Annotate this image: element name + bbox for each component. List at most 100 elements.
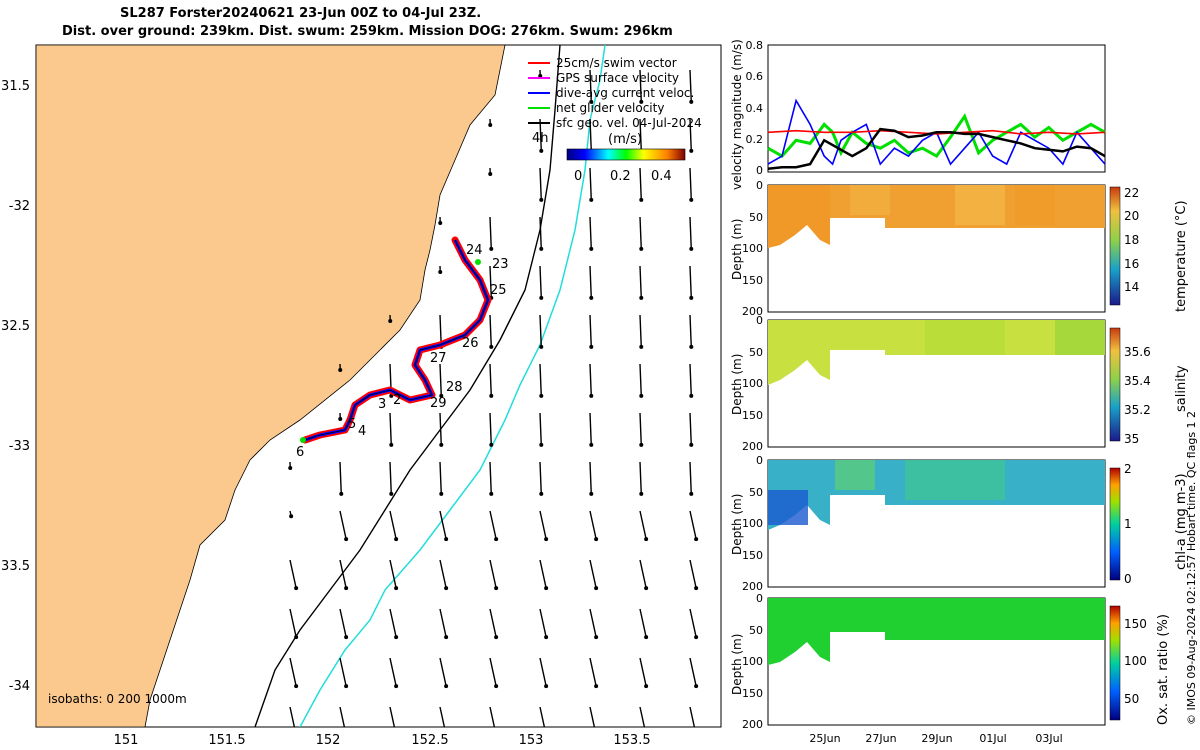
geo-velocity-arrow	[539, 461, 542, 494]
cbar-tick: 100	[1124, 654, 1147, 668]
geo-velocity-arrowhead	[494, 537, 499, 542]
depth-label: Depth (m)	[730, 634, 744, 695]
colorbar-aside: 4h	[532, 131, 549, 146]
geo-velocity-arrowhead	[594, 635, 599, 640]
geo-velocity-arrowhead	[539, 442, 544, 447]
geo-velocity-arrow	[639, 118, 642, 151]
velocity-series	[767, 98, 1106, 171]
cbar-tick: 14	[1124, 280, 1139, 294]
oxygen-panel: 0 50 100 150 200 150 100 50 Depth (m) Ox…	[730, 592, 1171, 731]
geo-velocity-arrow	[389, 706, 396, 727]
geo-velocity-arrow	[439, 608, 447, 638]
geo-velocity-arrow	[339, 461, 342, 494]
geo-velocity-arrow	[289, 657, 297, 687]
cbar-tick: 18	[1124, 233, 1139, 247]
time-tick: 01Jul	[979, 732, 1006, 745]
geo-velocity-arrowhead	[389, 491, 394, 496]
geo-velocity-arrow	[539, 559, 547, 589]
velocity-series-line	[767, 129, 1106, 135]
colorbar-tick: 0.2	[610, 169, 631, 184]
geo-velocity-arrowhead	[344, 684, 349, 689]
legend-label: GPS surface velocity	[556, 71, 679, 85]
geo-velocity-arrow	[639, 559, 647, 589]
geo-velocity-arrowhead	[694, 537, 699, 542]
geo-velocity-arrow	[489, 265, 492, 298]
geo-velocity-arrow	[589, 461, 592, 494]
geo-velocity-arrowhead	[689, 99, 694, 104]
geo-velocity-arrowhead	[689, 442, 694, 447]
depth-tick: 100	[742, 377, 763, 390]
cbar-label: temperature (°C)	[1174, 200, 1189, 312]
sfc-geo-velocity-field	[288, 69, 699, 737]
geo-velocity-arrowhead	[539, 246, 544, 251]
geo-velocity-arrow	[539, 657, 547, 687]
geo-velocity-arrowhead	[538, 73, 543, 78]
geo-velocity-arrowhead	[539, 393, 544, 398]
geo-velocity-arrowhead	[644, 586, 649, 591]
geo-velocity-arrow	[539, 265, 542, 298]
geo-velocity-arrowhead	[344, 635, 349, 640]
cbar-label: Ox. sat. ratio (%)	[1156, 614, 1171, 725]
map-x-axis: 151 151.5 152 152.5 153 153.5	[114, 733, 651, 748]
track-label: 24	[466, 243, 483, 258]
velocity-series-line	[767, 113, 1106, 159]
geo-velocity-arrow	[289, 608, 297, 638]
x-tick-label: 151	[114, 733, 139, 748]
geo-velocity-arrowhead	[594, 537, 599, 542]
geo-velocity-arrow	[639, 363, 642, 396]
depth-tick: 100	[742, 655, 763, 668]
geo-velocity-arrowhead	[639, 393, 644, 398]
geo-velocity-arrow	[489, 216, 492, 249]
geo-velocity-arrow	[439, 559, 447, 589]
geo-velocity-arrowhead	[594, 733, 598, 737]
x-tick-label: 152.5	[411, 733, 448, 748]
map-title-line1: SL287 Forster20240621 23-Jun 00Z to 04-J…	[120, 6, 482, 21]
velocity-series-line	[767, 127, 1106, 171]
track-label: 26	[462, 336, 479, 351]
map-y-axis: 31.5 -32 32.5 -33 33.5 -34	[1, 79, 30, 694]
geo-velocity-arrowhead	[639, 246, 644, 251]
track-label: 23	[492, 257, 509, 272]
geo-velocity-arrow	[439, 461, 442, 494]
geo-velocity-arrow	[589, 706, 596, 727]
geo-velocity-arrow	[539, 412, 542, 445]
geo-velocity-arrowhead	[294, 635, 299, 640]
geo-velocity-arrowhead	[394, 586, 399, 591]
geo-velocity-arrow	[689, 461, 692, 494]
geo-velocity-arrowhead	[689, 197, 694, 202]
geo-velocity-arrowhead	[338, 367, 343, 372]
geo-velocity-arrow	[539, 706, 546, 727]
geo-velocity-arrowhead	[689, 344, 694, 349]
cbar-tick: 2	[1124, 462, 1132, 476]
geo-velocity-arrow	[489, 510, 497, 540]
geo-velocity-arrowhead	[589, 295, 594, 300]
geo-velocity-arrowhead	[589, 344, 594, 349]
cbar-tick: 0	[1124, 572, 1132, 586]
x-tick-label: 151.5	[208, 733, 245, 748]
geo-velocity-arrowhead	[639, 295, 644, 300]
map-figure: 24 23 25 26 27 28 29 2 3 4 5 6 25cm/s sw…	[1, 44, 722, 748]
geo-velocity-arrow	[589, 69, 592, 102]
legend-label: net glider velocity	[556, 101, 664, 115]
geo-velocity-arrowhead	[489, 246, 494, 251]
velocity-series-line	[767, 98, 1106, 166]
vel-y-tick: 0	[756, 164, 763, 177]
colorbar-tick: 0.4	[651, 169, 672, 184]
time-tick: 03Jul	[1035, 732, 1062, 745]
temperature-panel: 0 50 100 150 200 22 20 18 16 14 Depth (m…	[730, 179, 1189, 318]
time-tick: 29Jun	[921, 732, 952, 745]
geo-velocity-arrowhead	[544, 684, 549, 689]
velocity-panel: 0 0.2 0.4 0.6 0.8 velocity magnitude (m/…	[730, 39, 1106, 190]
geo-velocity-arrow	[689, 412, 692, 445]
geo-velocity-arrow	[639, 265, 642, 298]
geo-velocity-arrow	[689, 216, 692, 249]
geo-velocity-arrow	[339, 706, 346, 727]
geo-velocity-arrow	[489, 314, 492, 347]
vel-y-tick: 0.8	[746, 39, 764, 52]
geo-velocity-arrow	[489, 461, 492, 494]
track-label: 5	[348, 417, 356, 432]
geo-velocity-arrowhead	[689, 148, 694, 153]
cbar-tick: 35.4	[1124, 374, 1151, 388]
geo-velocity-arrowhead	[589, 99, 594, 104]
geo-velocity-arrow	[339, 657, 347, 687]
